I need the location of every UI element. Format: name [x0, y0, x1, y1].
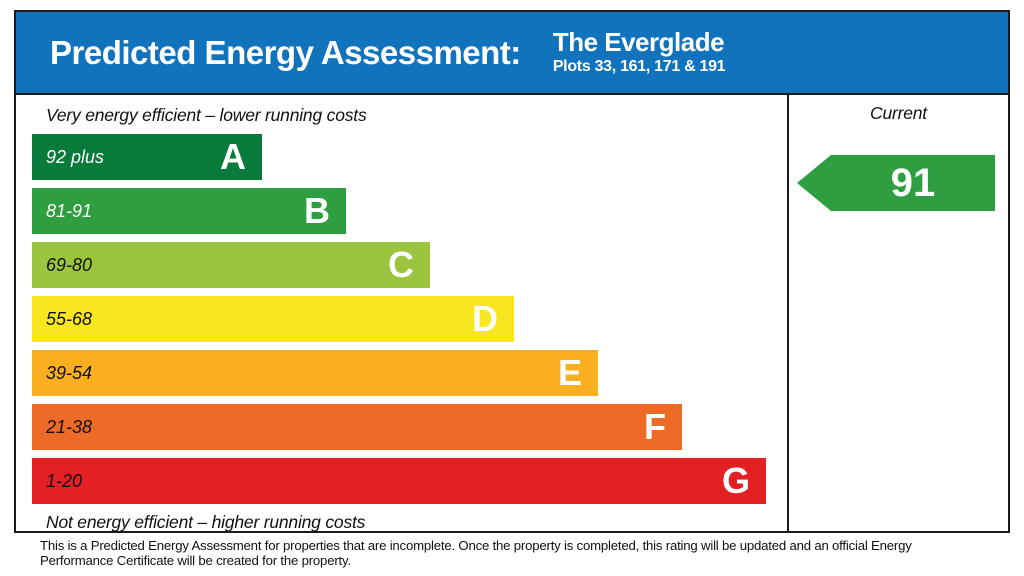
certificate-body: Very energy efficient – lower running co… [16, 95, 1008, 532]
certificate-header: Predicted Energy Assessment: The Evergla… [16, 12, 1008, 95]
band-letter: B [304, 190, 330, 231]
top-caption: Very energy efficient – lower running co… [46, 105, 367, 125]
property-info: The Everglade Plots 33, 161, 171 & 191 [552, 26, 726, 76]
current-rating-value: 91 [890, 161, 936, 205]
bottom-caption: Not energy efficient – higher running co… [46, 512, 366, 532]
epc-band-row-a: 92 plus A [32, 134, 262, 180]
band-letter: D [472, 298, 498, 339]
band-range-label: 39-54 [46, 362, 93, 383]
column-divider [787, 95, 789, 531]
band-letter: C [388, 244, 414, 285]
band-letter: F [644, 406, 666, 447]
band-letter: E [557, 352, 582, 393]
property-plots: Plots 33, 161, 171 & 191 [552, 58, 726, 76]
band-range-label: 55-68 [46, 308, 93, 329]
band-range-label: 21-38 [46, 416, 93, 437]
epc-band-row-c: 69-80 C [32, 242, 430, 288]
page-title: Predicted Energy Assessment: [50, 33, 521, 71]
band-range-label: 81-91 [46, 200, 93, 221]
epc-band-row-e: 39-54 E [32, 350, 598, 396]
disclaimer-text: This is a Predicted Energy Assessment fo… [40, 538, 912, 569]
current-rating-column: Current 91 [789, 95, 1008, 531]
epc-band-row-g: 1-20 G [32, 458, 766, 504]
arrow-body: 91 [831, 155, 995, 211]
band-range-label: 69-80 [46, 254, 93, 275]
current-column-header: Current [870, 103, 927, 123]
epc-band-row-b: 81-91 B [32, 188, 346, 234]
band-range-label: 1-20 [46, 470, 83, 491]
band-letter: G [721, 460, 750, 501]
epc-band-row-f: 21-38 F [32, 404, 682, 450]
band-letter: A [220, 136, 246, 177]
property-name: The Everglade [552, 26, 725, 57]
epc-certificate-panel: Predicted Energy Assessment: The Evergla… [14, 10, 1010, 533]
epc-band-row-d: 55-68 D [32, 296, 514, 342]
band-range-label: 92 plus [46, 146, 105, 167]
current-rating-arrow: 91 [797, 155, 995, 211]
arrow-tip-icon [797, 155, 831, 211]
energy-rating-chart: Very energy efficient – lower running co… [16, 95, 787, 532]
